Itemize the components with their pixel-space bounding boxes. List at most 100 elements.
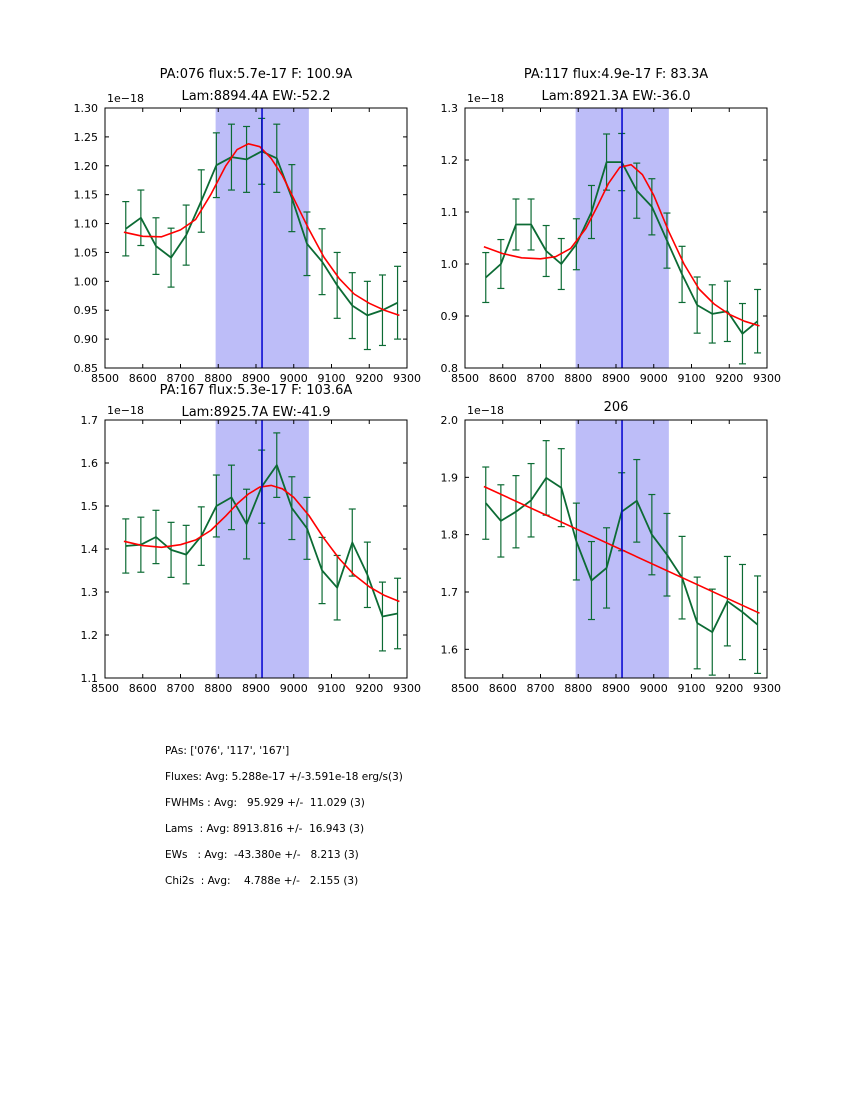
- x-tick-label: 8500: [451, 682, 479, 695]
- x-tick-label: 8800: [204, 682, 232, 695]
- y-tick-label: 1.2: [81, 629, 99, 642]
- y-tick-label: 1.25: [74, 131, 99, 144]
- x-tick-label: 8800: [204, 372, 232, 385]
- tick-labels: 8500 8600 8700 8800 8900 9000 9100 9200 9300 1.1 1…: [81, 414, 422, 695]
- y-tick-label: 1.7: [81, 414, 99, 427]
- y-tick-label: 1.2: [441, 154, 459, 167]
- x-tick-label: 9300: [753, 682, 781, 695]
- x-tick-label: 9100: [678, 682, 706, 695]
- x-tick-label: 9100: [318, 682, 346, 695]
- y-tick-label: 0.90: [74, 333, 99, 346]
- y-tick-label: 1.00: [74, 275, 99, 288]
- subplot-206: 8500 8600 8700 8800 8900 9000 9100 9200 9300 1.6 1…: [441, 404, 782, 695]
- x-tick-label: 9100: [318, 372, 346, 385]
- y-offset-label: 1e−18: [107, 404, 144, 417]
- x-tick-label: 8700: [167, 372, 195, 385]
- y-tick-label: 1.1: [441, 206, 459, 219]
- x-tick-label: 8500: [91, 372, 119, 385]
- y-offset-label: 1e−18: [467, 404, 504, 417]
- subplot-206-title: 206: [465, 397, 767, 419]
- x-tick-label: 9200: [355, 372, 383, 385]
- y-tick-label: 1.7: [441, 586, 459, 599]
- x-tick-label: 9000: [640, 372, 668, 385]
- y-tick-label: 1.4: [81, 543, 99, 556]
- x-tick-label: 9000: [280, 682, 308, 695]
- tick-labels: 8500 8600 8700 8800 8900 9000 9100 9200 9300 1.6 1…: [441, 414, 782, 695]
- spectra-plots-canvas: 8500 8600 8700 8800 8900 9000 9100 9200 9300 0.85…: [74, 92, 782, 695]
- fit-line: [123, 484, 400, 603]
- y-tick-label: 1.8: [441, 529, 459, 542]
- y-tick-label: 1.3: [81, 586, 99, 599]
- y-tick-label: 2.0: [441, 414, 459, 427]
- y-tick-label: 1.9: [441, 471, 459, 484]
- y-offset-label: 1e−18: [107, 92, 144, 105]
- summary-ews: EWs : Avg: -43.380e +/- 8.213 (3): [165, 849, 359, 861]
- subplot-pa167: 8500 8600 8700 8800 8900 9000 9100 9200 9300 1.1 1…: [81, 404, 422, 695]
- y-tick-label: 1.05: [74, 246, 99, 259]
- subplot-pa117-title-line2: Lam:8921.3A EW:-36.0: [541, 89, 691, 104]
- x-tick-label: 8600: [489, 682, 517, 695]
- ticks: [104, 107, 408, 369]
- y-tick-label: 1.20: [74, 160, 99, 173]
- y-tick-label: 1.10: [74, 218, 99, 231]
- y-tick-label: 0.9: [441, 310, 459, 323]
- x-tick-label: 9300: [393, 682, 421, 695]
- subplot-pa076-title-line1: PA:076 flux:5.7e-17 F: 100.9A: [159, 67, 353, 82]
- tick-labels: 8500 8600 8700 8800 8900 9000 9100 9200 9300 0.8 0…: [441, 102, 782, 385]
- subplot-pa167-title: PA:167 flux:5.3e-17 F: 103.6A Lam:8925.7…: [105, 380, 407, 424]
- y-tick-label: 0.85: [74, 362, 99, 375]
- subplot-pa167-title-line2: Lam:8925.7A EW:-41.9: [181, 405, 331, 420]
- x-tick-label: 8500: [451, 372, 479, 385]
- summary-pas: PAs: ['076', '117', '167']: [165, 745, 290, 757]
- y-tick-label: 1.6: [441, 643, 459, 656]
- subplot-pa076-title-line2: Lam:8894.4A EW:-52.2: [181, 89, 331, 104]
- summary-chi2s: Chi2s : Avg: 4.788e +/- 2.155 (3): [165, 875, 359, 887]
- summary-lams: Lams : Avg: 8913.816 +/- 16.943 (3): [165, 823, 365, 835]
- summary-fwhms: FWHMs : Avg: 95.929 +/- 11.029 (3): [165, 797, 365, 809]
- x-tick-label: 8900: [242, 682, 270, 695]
- x-tick-label: 8900: [602, 372, 630, 385]
- ticks: [104, 419, 408, 679]
- tick-labels: 8500 8600 8700 8800 8900 9000 9100 9200 9300 0.85…: [74, 102, 422, 385]
- x-tick-label: 9100: [678, 372, 706, 385]
- y-tick-label: 1.3: [441, 102, 459, 115]
- x-tick-label: 8600: [129, 372, 157, 385]
- x-tick-label: 8600: [489, 372, 517, 385]
- fit-line: [483, 163, 760, 327]
- y-tick-label: 1.5: [81, 500, 99, 513]
- x-tick-label: 9300: [753, 372, 781, 385]
- x-tick-label: 8500: [91, 682, 119, 695]
- subplot-pa076-title: PA:076 flux:5.7e-17 F: 100.9A Lam:8894.4…: [105, 64, 407, 108]
- summary-fluxes: Fluxes: Avg: 5.288e-17 +/-3.591e-18 erg/…: [165, 771, 403, 783]
- subplot-pa117: 8500 8600 8700 8800 8900 9000 9100 9200 9300 0.8 0…: [441, 92, 782, 385]
- y-tick-label: 1.6: [81, 457, 99, 470]
- x-tick-label: 8900: [602, 682, 630, 695]
- subplot-pa167-title-line1: PA:167 flux:5.3e-17 F: 103.6A: [159, 383, 353, 398]
- x-tick-label: 8800: [564, 372, 592, 385]
- x-tick-label: 8600: [129, 682, 157, 695]
- x-tick-label: 8900: [242, 372, 270, 385]
- x-tick-label: 8700: [527, 372, 555, 385]
- subplot-pa117-title: PA:117 flux:4.9e-17 F: 83.3A Lam:8921.3A…: [465, 64, 767, 108]
- x-tick-label: 8700: [167, 682, 195, 695]
- y-tick-label: 1.30: [74, 102, 99, 115]
- subplot-pa117-title-line1: PA:117 flux:4.9e-17 F: 83.3A: [523, 67, 709, 82]
- summary-block: PAs: ['076', '117', '167'] Fluxes: Avg: …: [165, 738, 403, 894]
- subplot-pa076: 8500 8600 8700 8800 8900 9000 9100 9200 9300 0.85…: [74, 92, 422, 385]
- x-tick-label: 9200: [355, 682, 383, 695]
- x-tick-label: 9200: [715, 372, 743, 385]
- y-tick-label: 0.95: [74, 304, 99, 317]
- y-tick-label: 1.15: [74, 189, 99, 202]
- x-tick-label: 9000: [280, 372, 308, 385]
- x-tick-label: 9300: [393, 372, 421, 385]
- y-tick-label: 1.0: [441, 258, 459, 271]
- ticks: [464, 107, 768, 369]
- y-offset-label: 1e−18: [467, 92, 504, 105]
- ticks: [464, 419, 768, 678]
- x-tick-label: 8800: [564, 682, 592, 695]
- x-tick-label: 9200: [715, 682, 743, 695]
- subplot-206-title-line1: 206: [603, 400, 629, 415]
- y-tick-label: 0.8: [441, 362, 459, 375]
- fit-line: [123, 143, 400, 317]
